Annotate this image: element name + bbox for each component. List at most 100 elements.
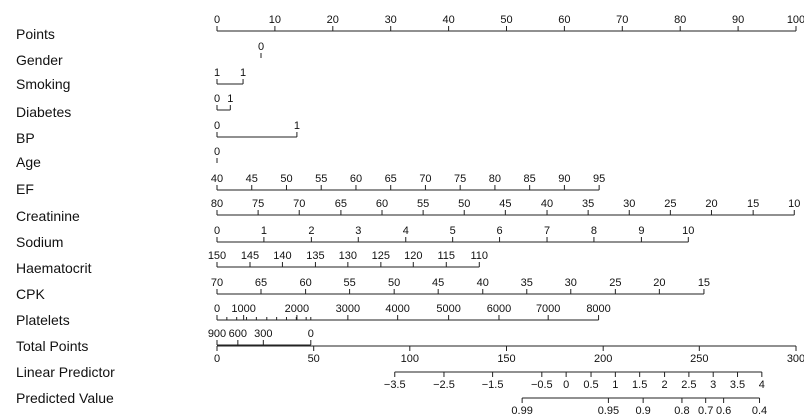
tick-label-creatinine-7-0: 80 [211, 198, 223, 210]
axis-points-0: 0 10 20 30 40 50 60 70 80 90 100 [214, 14, 804, 32]
tick-label-diabetes-3-0: 0 [214, 93, 220, 105]
tick-label-cpk-10-11: 15 [698, 277, 710, 289]
axis-haematocrit-9: 150 145 140 135 130 125 120 115 110 [208, 250, 489, 268]
tick-label-predicted-value-14-12: 4 [759, 379, 765, 391]
tick-label-predicted-probability-0: 0.99 [511, 405, 532, 417]
tick-label-linear-predictor-13-4: 200 [594, 353, 612, 365]
tick-label-ef-6-2: 50 [280, 173, 292, 185]
tick-label-linear-predictor-13-5: 250 [690, 353, 708, 365]
tick-label-ef-6-8: 80 [489, 173, 501, 185]
tick-label-predicted-probability-3: 0.8 [674, 405, 689, 417]
tick-label-bp-4-0: 0 [214, 120, 220, 132]
tick-label-points-0-0: 0 [214, 14, 220, 26]
tick-label-creatinine-7-7: 45 [499, 198, 511, 210]
tick-label-total-points-12-3: 0 [308, 328, 314, 340]
tick-label-creatinine-7-3: 65 [335, 198, 347, 210]
tick-label-ef-6-4: 60 [350, 173, 362, 185]
tick-label-cpk-10-4: 50 [388, 277, 400, 289]
row-label-ef: EF [16, 181, 34, 197]
tick-label-predicted-probability-2: 0.9 [635, 405, 650, 417]
tick-label-linear-predictor-13-0: 0 [214, 353, 220, 365]
tick-label-cpk-10-1: 65 [255, 277, 267, 289]
row-label-creatinine: Creatinine [16, 208, 80, 224]
row-label-total-points: Total Points [16, 338, 88, 354]
tick-label-sodium-8-4: 4 [403, 225, 409, 237]
tick-label-cpk-10-2: 60 [299, 277, 311, 289]
tick-label-total-points-12-2: 300 [254, 328, 272, 340]
tick-label-bp-4-1: 1 [294, 120, 300, 132]
axis-age-5: 0 [214, 146, 220, 163]
tick-label-haematocrit-9-8: 110 [471, 250, 489, 262]
tick-label-points-0-1: 10 [269, 14, 281, 26]
tick-label-ef-6-7: 75 [454, 173, 466, 185]
tick-label-cpk-10-0: 70 [211, 277, 223, 289]
tick-label-predicted-value-14-3: −0.5 [531, 379, 553, 391]
row-label-diabetes: Diabetes [16, 104, 71, 120]
tick-label-linear-predictor-13-3: 150 [497, 353, 515, 365]
tick-label-cpk-10-6: 40 [477, 277, 489, 289]
tick-label-ef-6-6: 70 [419, 173, 431, 185]
axis-creatinine-7: 80 75 70 65 60 55 50 45 40 35 30 25 20 15 10 [211, 198, 800, 216]
tick-label-haematocrit-9-5: 125 [372, 250, 390, 262]
tick-label-sodium-8-0: 0 [214, 225, 220, 237]
tick-label-sodium-8-5: 5 [450, 225, 456, 237]
tick-label-ef-6-3: 55 [315, 173, 327, 185]
tick-label-sodium-8-2: 2 [308, 225, 314, 237]
tick-label-ef-6-5: 65 [385, 173, 397, 185]
tick-label-platelets-11-0: 0 [214, 303, 220, 315]
tick-label-ef-6-0: 40 [211, 173, 223, 185]
tick-label-predicted-value-14-5: 0.5 [583, 379, 598, 391]
tick-label-predicted-probability-1: 0.95 [598, 405, 619, 417]
tick-label-predicted-value-14-4: 0 [563, 379, 569, 391]
axis-sodium-8: 0 1 2 3 4 5 6 7 8 9 10 [214, 225, 694, 243]
row-label-linear-predictor: Linear Predictor [16, 364, 115, 380]
row-label-age: Age [16, 154, 41, 170]
tick-label-creatinine-7-12: 20 [705, 198, 717, 210]
tick-label-creatinine-7-10: 30 [623, 198, 635, 210]
row-label-sodium: Sodium [16, 234, 63, 250]
tick-label-ef-6-1: 45 [246, 173, 258, 185]
tick-label-points-0-5: 50 [500, 14, 512, 26]
tick-label-predicted-probability-4: 0.7 [698, 405, 713, 417]
tick-label-points-0-6: 60 [558, 14, 570, 26]
tick-label-points-0-4: 40 [442, 14, 454, 26]
tick-label-sodium-8-7: 7 [544, 225, 550, 237]
tick-label-platelets-11-4: 4000 [385, 303, 409, 315]
tick-label-haematocrit-9-6: 120 [404, 250, 422, 262]
row-label-gender: Gender [16, 52, 63, 68]
tick-label-predicted-value-14-1: −2.5 [433, 379, 455, 391]
tick-label-haematocrit-9-4: 130 [339, 250, 357, 262]
tick-label-predicted-value-14-2: −1.5 [482, 379, 504, 391]
row-labels: Points Gender Smoking Diabetes BP Age EF Creati… [16, 26, 115, 406]
tick-label-platelets-11-1: 1000 [231, 303, 255, 315]
tick-label-creatinine-7-11: 25 [664, 198, 676, 210]
tick-label-predicted-value-14-11: 3.5 [730, 379, 745, 391]
tick-label-creatinine-7-9: 35 [582, 198, 594, 210]
tick-label-sodium-8-3: 3 [355, 225, 361, 237]
tick-label-sodium-8-10: 10 [682, 225, 694, 237]
tick-label-platelets-11-5: 5000 [436, 303, 460, 315]
tick-label-age-5-0: 0 [214, 146, 220, 158]
tick-label-cpk-10-3: 55 [343, 277, 355, 289]
tick-label-creatinine-7-5: 55 [417, 198, 429, 210]
tick-label-cpk-10-10: 20 [653, 277, 665, 289]
axis-linear-predictor-13: 0 50 100 150 200 250 300 [214, 345, 804, 365]
axis-cpk-10: 70 65 60 55 50 45 40 35 30 25 20 15 [211, 277, 710, 295]
tick-label-haematocrit-9-0: 150 [208, 250, 226, 262]
tick-label-points-0-2: 20 [327, 14, 339, 26]
tick-label-creatinine-7-14: 10 [788, 198, 800, 210]
tick-label-creatinine-7-13: 15 [747, 198, 759, 210]
row-label-points: Points [16, 26, 55, 42]
tick-label-predicted-value-14-10: 3 [710, 379, 716, 391]
row-label-platelets: Platelets [16, 312, 70, 328]
axis-ef-6: 40 45 50 55 60 65 70 75 80 85 90 95 [211, 173, 605, 191]
tick-label-creatinine-7-6: 50 [458, 198, 470, 210]
row-label-cpk: CPK [16, 286, 45, 302]
axis-platelets-11: 0 1000 2000 3000 4000 5000 6000 7000 8000 [214, 303, 611, 321]
axis-predicted-probability: 0.99 0.95 0.9 0.8 0.7 0.6 0.4 [511, 397, 767, 417]
row-label-predicted-value: Predicted Value [16, 390, 114, 406]
tick-label-total-points-12-1: 600 [229, 328, 247, 340]
